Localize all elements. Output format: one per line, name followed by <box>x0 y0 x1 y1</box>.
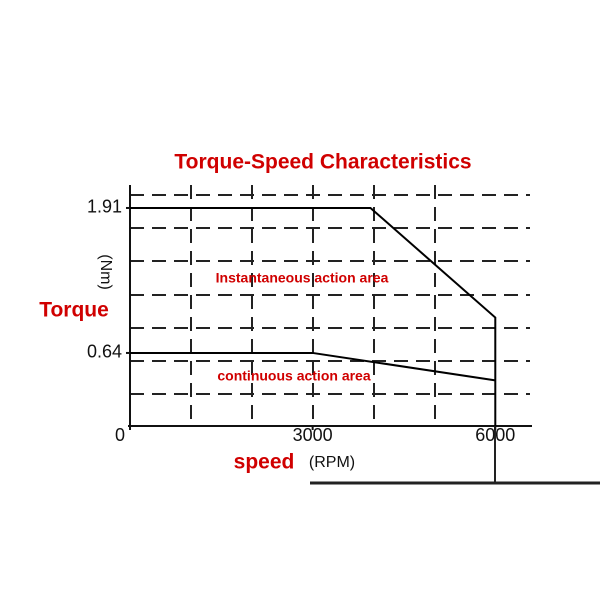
annotation: continuous action area <box>217 368 370 384</box>
series-line <box>130 206 497 426</box>
x-tick-label: 0 <box>115 425 125 445</box>
chart-title: Torque-Speed Characteristics <box>174 151 471 174</box>
series-line <box>130 351 496 382</box>
y-tick-label: 0.64 <box>87 342 122 362</box>
x-axis-unit: (RPM) <box>309 454 355 471</box>
y-axis-label: Torque <box>39 299 109 322</box>
annotation: Instantaneous action area <box>216 270 389 286</box>
x-axis-label: speed <box>234 451 295 474</box>
y-axis-unit: (Nm) <box>97 254 114 290</box>
x-tick-label: 3000 <box>293 425 333 445</box>
y-tick-label: 1.91 <box>87 197 122 217</box>
grid <box>130 185 530 426</box>
x-tick-label: 6000 <box>475 425 515 445</box>
